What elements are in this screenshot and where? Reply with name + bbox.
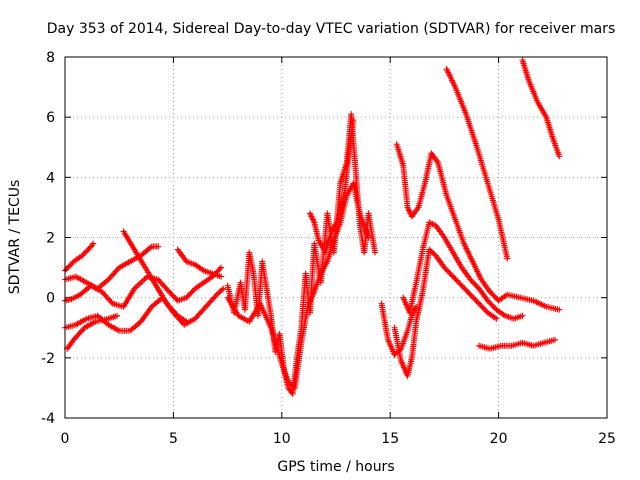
data-point	[108, 299, 115, 306]
data-point	[134, 282, 141, 289]
chart-title: Day 353 of 2014, Sidereal Day-to-day VTE…	[47, 21, 615, 37]
series-trace-10	[306, 117, 357, 256]
series-trace-14	[400, 219, 526, 322]
data-point	[135, 281, 142, 288]
x-tick-label: 25	[598, 431, 616, 447]
data-point	[218, 264, 225, 271]
data-point	[493, 315, 500, 322]
data-point	[218, 273, 225, 280]
data-point	[114, 312, 121, 319]
series-trace-6	[120, 228, 190, 325]
x-tick-label: 5	[169, 431, 178, 447]
data-point	[216, 265, 223, 272]
y-tick-label: 4	[46, 170, 55, 186]
series-trace-15	[443, 66, 511, 262]
series-trace-16	[476, 336, 558, 352]
data-point	[504, 255, 511, 262]
data-point	[147, 244, 154, 251]
y-tick-label: 2	[46, 231, 55, 247]
data-point	[556, 306, 563, 313]
series-trace-13	[393, 141, 563, 313]
y-tick-label: -4	[41, 411, 55, 427]
data-point	[365, 234, 372, 241]
data-point	[350, 117, 357, 124]
series-trace-7	[174, 246, 225, 280]
y-tick-label: 0	[46, 291, 55, 307]
data-point	[556, 153, 563, 160]
data-point	[140, 277, 147, 284]
data-point	[372, 249, 379, 256]
series-trace-17	[519, 57, 563, 160]
data-point	[138, 278, 145, 285]
data-point	[183, 318, 190, 325]
data-point	[141, 276, 148, 283]
data-point	[137, 280, 144, 287]
data-point	[199, 266, 206, 273]
tick-labels: 0 5 10 15 20 25 -4 -2 0 2 4 6 8	[41, 50, 616, 447]
data-point	[181, 317, 188, 324]
y-axis-label: SDTVAR / TECUs	[7, 180, 23, 295]
data-point	[220, 285, 227, 292]
x-axis-label: GPS time / hours	[277, 459, 394, 475]
data-point	[155, 243, 162, 250]
y-tick-label: 8	[46, 50, 55, 66]
data-point	[132, 284, 139, 291]
y-tick-label: 6	[46, 110, 55, 126]
series-trace-3	[62, 264, 225, 310]
data-point	[491, 314, 498, 321]
data-point	[502, 292, 509, 299]
x-tick-label: 10	[273, 431, 291, 447]
x-tick-label: 0	[61, 431, 70, 447]
x-tick-label: 20	[490, 431, 508, 447]
x-tick-label: 15	[381, 431, 399, 447]
series-trace-5	[64, 312, 121, 352]
data-point	[142, 274, 149, 281]
data-point	[551, 336, 558, 343]
data-point	[218, 286, 225, 293]
series-trace-9	[224, 180, 372, 391]
data-point	[90, 240, 97, 247]
y-tick-label: -2	[41, 351, 55, 367]
series-trace-1	[62, 240, 97, 274]
data-point	[131, 285, 138, 292]
data-series	[62, 57, 563, 397]
series-trace-12	[391, 246, 500, 379]
data-point	[519, 312, 526, 319]
data-point	[500, 311, 507, 318]
plot-frame	[64, 56, 608, 419]
